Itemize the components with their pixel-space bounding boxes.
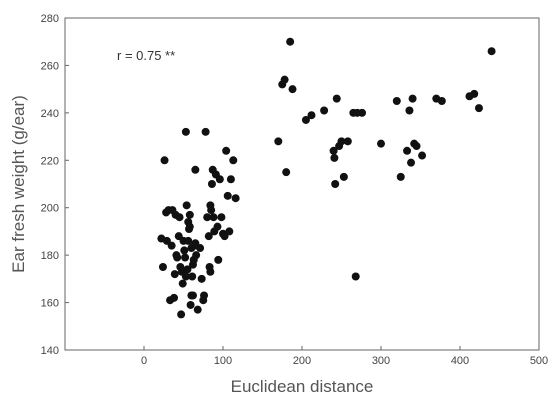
- data-point: [470, 89, 479, 98]
- data-point: [307, 111, 316, 120]
- y-tick-label: 260: [41, 60, 59, 72]
- data-point: [172, 251, 181, 260]
- data-point: [184, 217, 193, 226]
- data-point: [437, 97, 446, 105]
- y-tick-label: 200: [41, 203, 59, 215]
- data-point: [160, 156, 169, 165]
- data-point: [288, 85, 297, 94]
- data-point: [320, 106, 329, 115]
- data-point: [158, 263, 167, 271]
- data-point: [213, 222, 222, 231]
- y-tick-label: 140: [41, 345, 59, 357]
- y-axis-title: Ear fresh weight (g/ear): [9, 95, 28, 273]
- data-point: [217, 213, 226, 222]
- data-point: [418, 151, 427, 160]
- data-point: [188, 291, 197, 300]
- data-point: [225, 227, 234, 236]
- data-point: [358, 108, 367, 117]
- data-point: [396, 172, 405, 181]
- data-point: [332, 94, 341, 103]
- data-point: [177, 310, 186, 319]
- data-point: [231, 194, 240, 203]
- x-axis-title: Euclidean distance: [231, 377, 374, 396]
- data-point: [176, 263, 185, 271]
- data-point: [222, 146, 231, 155]
- data-point: [405, 106, 414, 115]
- data-point: [229, 156, 238, 165]
- data-point: [196, 244, 205, 253]
- data-point: [203, 213, 212, 222]
- x-tick-label: 0: [141, 355, 147, 367]
- data-point: [182, 201, 191, 210]
- data-point: [214, 255, 223, 264]
- data-point: [337, 137, 346, 146]
- x-tick-label: 400: [451, 355, 469, 367]
- data-point: [181, 253, 190, 262]
- plot-frame: [64, 17, 540, 351]
- data-point: [377, 139, 385, 148]
- data-point: [175, 213, 184, 222]
- y-tick-label: 240: [41, 108, 59, 120]
- data-point: [186, 300, 195, 309]
- data-point: [207, 180, 216, 188]
- data-point: [178, 279, 187, 288]
- x-tick-label: 100: [214, 355, 232, 367]
- data-point: [329, 146, 338, 155]
- data-point: [274, 137, 283, 146]
- data-point: [392, 97, 401, 105]
- y-tick-label: 280: [41, 13, 59, 25]
- data-point: [331, 180, 340, 188]
- data-point: [185, 210, 194, 219]
- data-point: [184, 236, 193, 245]
- data-point: [200, 291, 209, 300]
- data-point: [206, 201, 215, 210]
- data-point: [215, 175, 224, 184]
- data-point: [343, 137, 352, 146]
- data-point: [226, 175, 235, 184]
- x-tick-label: 500: [530, 355, 548, 367]
- data-point: [351, 272, 360, 281]
- data-point: [339, 172, 348, 181]
- data-point: [412, 142, 421, 151]
- y-tick-label: 180: [41, 250, 59, 262]
- data-point: [193, 305, 202, 314]
- data-point: [407, 158, 416, 167]
- data-point: [280, 75, 289, 84]
- data-point: [192, 251, 201, 260]
- data-point: [183, 265, 192, 274]
- data-point: [474, 104, 483, 113]
- x-tick-label: 200: [293, 355, 311, 367]
- data-point: [223, 191, 232, 200]
- data-point: [301, 115, 310, 124]
- data-point: [206, 267, 215, 276]
- data-point: [204, 232, 213, 241]
- x-tick-label: 300: [372, 355, 390, 367]
- data-point: [170, 293, 179, 302]
- data-point: [286, 37, 295, 46]
- data-point: [170, 270, 179, 279]
- data-point: [167, 241, 176, 250]
- y-axis: 140 160 180 200 220 240 260 280: [41, 13, 69, 357]
- data-point: [181, 127, 190, 136]
- data-point: [408, 94, 417, 103]
- data-point: [197, 274, 206, 283]
- data-point: [191, 165, 200, 174]
- data-point: [282, 168, 291, 177]
- data-point: [181, 272, 190, 281]
- data-point: [188, 272, 197, 281]
- x-axis: 0 100 200 300 400 500: [141, 346, 548, 367]
- y-tick-label: 220: [41, 155, 59, 167]
- data-point: [180, 246, 189, 255]
- data-point: [201, 127, 210, 136]
- data-point: [403, 146, 412, 155]
- data-points: [157, 37, 496, 319]
- data-point: [330, 153, 339, 162]
- correlation-annotation: r = 0.75 **: [117, 48, 175, 63]
- data-point: [487, 47, 496, 56]
- y-tick-label: 160: [41, 298, 59, 310]
- data-point: [209, 213, 218, 222]
